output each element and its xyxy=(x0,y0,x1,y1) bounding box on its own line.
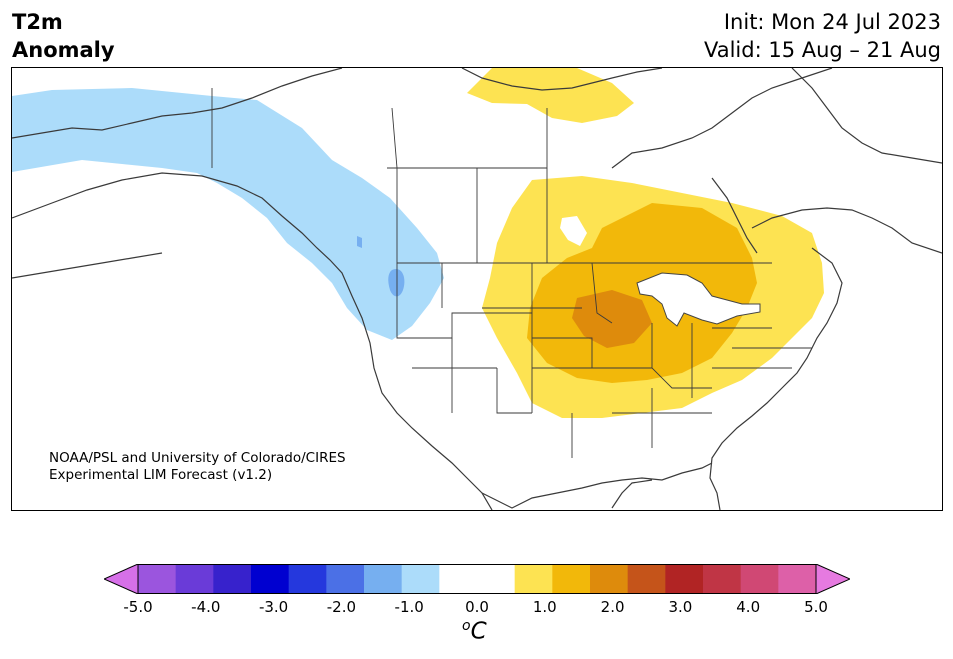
colorbar-segment xyxy=(439,564,478,594)
colorbar-segment xyxy=(138,564,177,594)
date-block: Init: Mon 24 Jul 2023 Valid: 15 Aug – 21… xyxy=(704,8,941,64)
colorbar-segment xyxy=(213,564,252,594)
colorbar-segment xyxy=(364,564,403,594)
peak-warm-area xyxy=(572,290,652,348)
cool-anomaly-core xyxy=(388,268,405,297)
colorbar-segment xyxy=(740,564,779,594)
credit-line-2: Experimental LIM Forecast (v1.2) xyxy=(49,467,273,483)
colorbar-tick-label: 0.0 xyxy=(465,598,489,616)
colorbar-segment xyxy=(514,564,553,594)
colorbar-tick-label: 4.0 xyxy=(736,598,761,616)
init-date: Init: Mon 24 Jul 2023 xyxy=(723,10,941,34)
credit-text: NOAA/PSL and University of Colorado/CIRE… xyxy=(49,450,346,484)
cool-anomaly-spot xyxy=(357,236,362,248)
colorbar-segment xyxy=(703,564,742,594)
colorbar-tick-label: -4.0 xyxy=(191,598,221,616)
colorbar-segment xyxy=(778,564,817,594)
colorbar-segment xyxy=(326,564,365,594)
colorbar-tick-label: -3.0 xyxy=(258,598,289,616)
colorbar-segment xyxy=(590,564,629,594)
colorbar xyxy=(104,564,850,594)
credit-line-1: NOAA/PSL and University of Colorado/CIRE… xyxy=(49,450,346,466)
colorbar-min-extension xyxy=(104,564,139,594)
colorbar-segment xyxy=(175,564,214,594)
cool-anomaly-area xyxy=(12,88,444,340)
colorbar-border xyxy=(137,564,817,594)
colorbar-ticks: -5.0 -4.0 -3.0 -2.0 -1.0 0.0 1.0 2.0 3.0 4.0 5.0 xyxy=(0,598,953,618)
kind-title: Anomaly xyxy=(12,38,115,62)
colorbar-max-extension xyxy=(815,564,850,594)
colorbar-segment xyxy=(477,564,516,594)
colorbar-tick-label: -1.0 xyxy=(394,598,424,616)
colorbar-tick-label: -5.0 xyxy=(123,598,153,616)
colorbar-tick-label: -2.0 xyxy=(326,598,357,616)
colorbar-tick-label: 2.0 xyxy=(600,598,625,616)
anomaly-map xyxy=(12,68,942,510)
colorbar-segment xyxy=(401,564,440,594)
colorbar-segment xyxy=(552,564,591,594)
map-panel xyxy=(11,67,943,511)
colorbar-tick-label: 1.0 xyxy=(532,598,557,616)
unit-label: C xyxy=(470,618,487,645)
title-block: T2m Anomaly xyxy=(12,8,115,64)
boundaries xyxy=(211,88,812,458)
colorbar-tick-label: 5.0 xyxy=(804,598,828,616)
valid-date: Valid: 15 Aug – 21 Aug xyxy=(703,38,941,62)
variable-title: T2m xyxy=(12,10,63,34)
arctic-warm-area xyxy=(467,68,634,123)
great-lakes xyxy=(636,272,761,327)
colorbar-segment xyxy=(665,564,704,594)
colorbar-tick-label: 3.0 xyxy=(668,598,693,616)
unit-superscript: o xyxy=(462,618,471,634)
colorbar-segment xyxy=(288,564,327,594)
colorbar-unit: oC xyxy=(462,618,487,645)
lake-winnipeg-gap xyxy=(560,216,587,246)
colorbar-segment xyxy=(627,564,666,594)
coastlines xyxy=(12,68,942,510)
colorbar-segment xyxy=(251,564,290,594)
